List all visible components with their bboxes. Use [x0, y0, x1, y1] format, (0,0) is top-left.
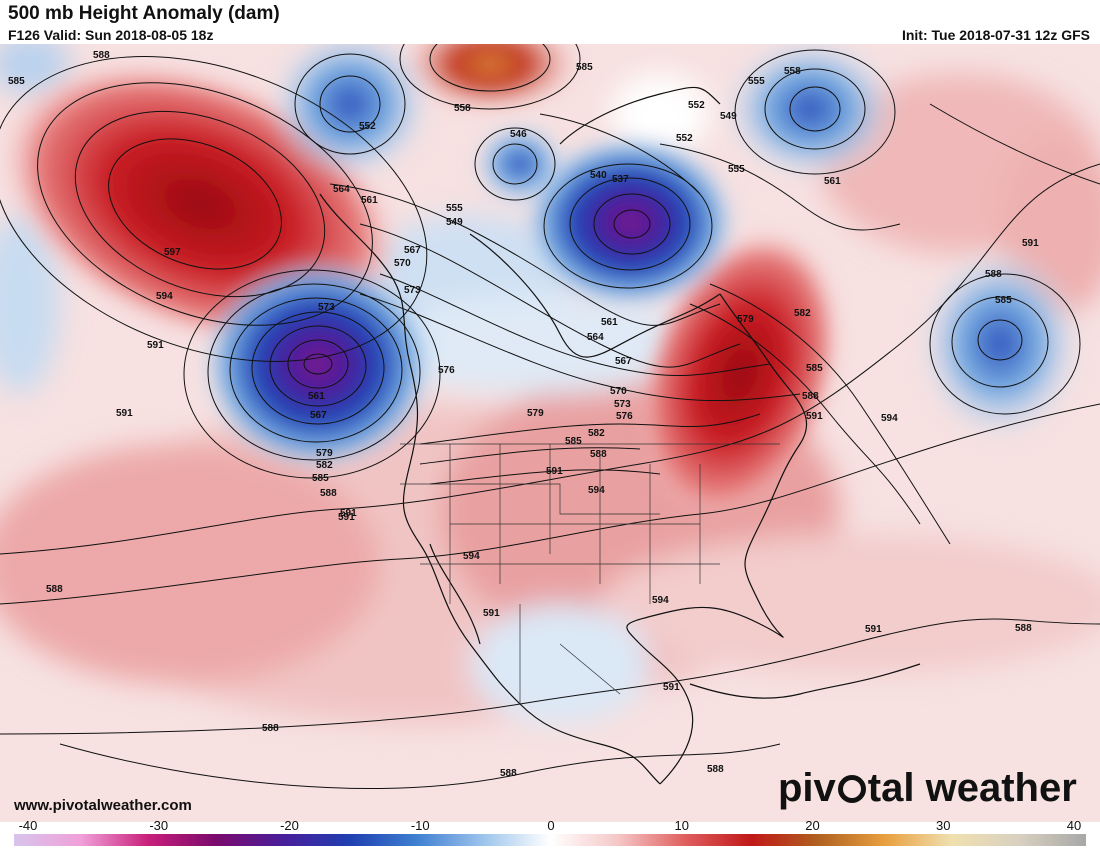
- contour-label: 591: [663, 682, 680, 693]
- anomaly-map-canvas: 585 588 597 594 591 564 561 555 552 549 …: [0, 44, 1100, 822]
- contour-label: 555: [446, 203, 463, 214]
- contour-label: 570: [610, 386, 627, 397]
- coastlines: [319, 86, 921, 785]
- contour-label: 552: [359, 121, 376, 132]
- map-title: 500 mb Height Anomaly (dam): [8, 3, 280, 24]
- contour-label: 552: [688, 100, 705, 111]
- contour-label: 573: [614, 399, 631, 410]
- contour-label: 585: [995, 295, 1012, 306]
- contour-label: 591: [806, 411, 823, 422]
- contour-label: 588: [802, 391, 819, 402]
- contour-label: 597: [164, 247, 181, 258]
- contour-label: 555: [728, 164, 745, 175]
- colorbar-tick-label: 30: [936, 818, 951, 833]
- contour-label: 591: [338, 512, 355, 523]
- contour-label: 594: [588, 485, 605, 496]
- contour-label: 561: [824, 176, 841, 187]
- contour-label: 540: [590, 170, 607, 181]
- contour-label: 591: [546, 466, 563, 477]
- contour-label: 570: [394, 258, 411, 269]
- contour-label: 588: [320, 488, 337, 499]
- website-url: www.pivotalweather.com: [14, 797, 192, 814]
- contour-label: 582: [794, 308, 811, 319]
- contour-label: 582: [588, 428, 605, 439]
- contour-labels: 585 588 597 594 591 564 561 555 552 549 …: [8, 50, 1039, 779]
- contour-label: 567: [615, 356, 632, 367]
- logo-o-icon: [837, 775, 866, 803]
- map-header: 500 mb Height Anomaly (dam) F126 Valid: …: [0, 0, 1100, 44]
- contour-label: 537: [612, 174, 629, 185]
- contour-label: 591: [147, 340, 164, 351]
- forecast-valid-time: F126 Valid: Sun 2018-08-05 18z: [8, 27, 214, 43]
- contour-label: 573: [404, 285, 421, 296]
- colorbar-tick-label: -20: [280, 818, 299, 833]
- contour-label: 567: [310, 410, 327, 421]
- contour-label: 552: [676, 133, 693, 144]
- contour-label: 594: [881, 413, 898, 424]
- contour-label: 567: [404, 245, 421, 256]
- pivotal-weather-logo: piv tal weather: [778, 766, 1077, 811]
- contour-label: 588: [985, 269, 1002, 280]
- contour-label: 588: [46, 584, 63, 595]
- contour-label: 585: [312, 473, 329, 484]
- contour-label: 564: [333, 184, 350, 195]
- colorbar-tick-label: 0: [547, 818, 555, 833]
- contour-label: 564: [587, 332, 604, 343]
- contour-label: 579: [527, 408, 544, 419]
- colorbar: [14, 834, 1086, 846]
- contour-label: 591: [1022, 238, 1039, 249]
- contour-label: 591: [865, 624, 882, 635]
- contour-label: 579: [316, 448, 333, 459]
- contour-label: 558: [784, 66, 801, 77]
- state-borders: [400, 443, 780, 704]
- contour-label: 585: [565, 436, 582, 447]
- contour-label: 588: [500, 768, 517, 779]
- contour-label: 582: [316, 460, 333, 471]
- contour-label: 573: [318, 302, 335, 313]
- contour-label: 594: [652, 595, 669, 606]
- contour-label: 588: [262, 723, 279, 734]
- contour-label: 561: [361, 195, 378, 206]
- contour-label: 588: [93, 50, 110, 61]
- contour-label: 594: [463, 551, 480, 562]
- logo-text-right: tal weather: [867, 766, 1077, 810]
- contour-label: 588: [590, 449, 607, 460]
- colorbar-tick-label: -30: [149, 818, 169, 833]
- contour-label: 591: [340, 508, 357, 519]
- contour-label: 585: [8, 76, 25, 87]
- colorbar-tick-label: 20: [805, 818, 820, 833]
- contour-label: 591: [483, 608, 500, 619]
- contour-label: 549: [446, 217, 463, 228]
- contour-label: 585: [806, 363, 823, 374]
- contour-label: 561: [308, 391, 325, 402]
- colorbar-ticks: -40 -30 -20 -10 0 10 20 30 40: [0, 818, 1100, 833]
- colorbar-tick-label: 40: [1066, 818, 1082, 833]
- contour-label: 555: [748, 76, 765, 87]
- contour-label: 558: [454, 103, 471, 114]
- anomaly-centers: [0, 44, 1085, 520]
- contour-label: 588: [1015, 623, 1032, 634]
- contour-label: 594: [156, 291, 173, 302]
- anomaly-map: 585 588 597 594 591 564 561 555 552 549 …: [0, 44, 1100, 822]
- contour-label: 546: [510, 129, 527, 140]
- model-init-time: Init: Tue 2018-07-31 12z GFS: [901, 27, 1090, 43]
- contour-label: 561: [601, 317, 618, 328]
- contour-label: 591: [116, 408, 133, 419]
- colorbar-tick-label: -10: [410, 818, 430, 833]
- contour-label: 549: [720, 111, 737, 122]
- contour-label: 576: [438, 365, 455, 376]
- colorbar-tick-label: -40: [18, 818, 38, 833]
- logo-text-left: piv: [778, 766, 836, 810]
- contour-label: 576: [616, 411, 633, 422]
- contour-label: 585: [576, 62, 593, 73]
- colorbar-tick-label: 10: [674, 818, 689, 833]
- contour-label: 579: [737, 314, 754, 325]
- contour-label: 588: [707, 764, 724, 775]
